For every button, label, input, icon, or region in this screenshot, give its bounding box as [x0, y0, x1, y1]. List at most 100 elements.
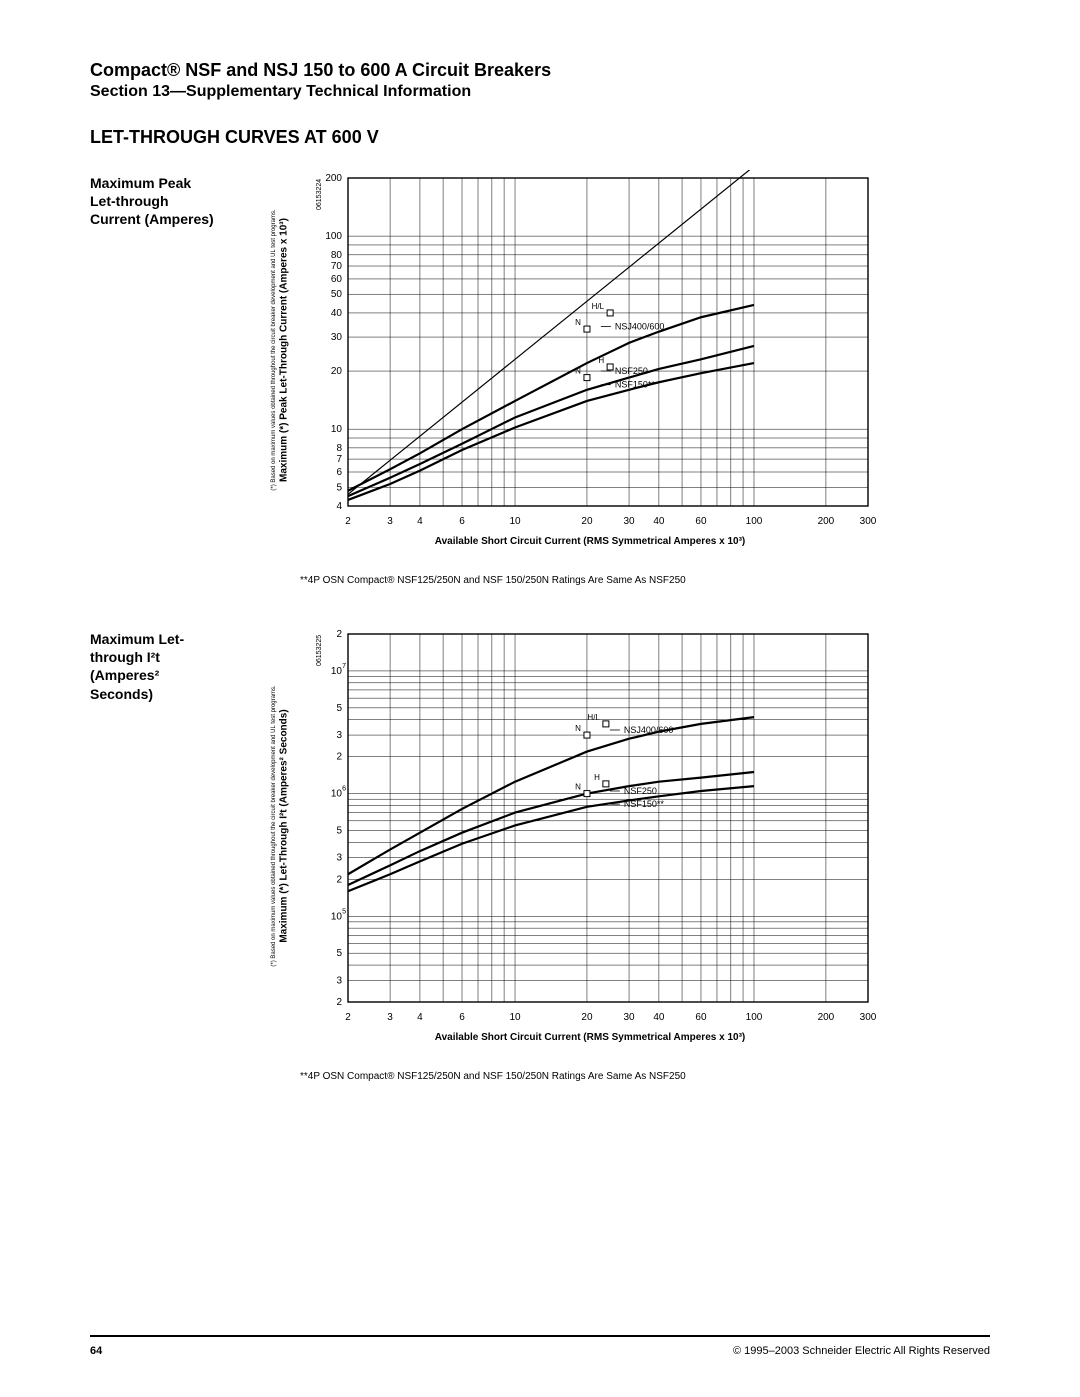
svg-text:NSF250: NSF250	[615, 366, 648, 376]
chart1-svg-wrap: 06153224 Maximum (*) Peak Let-Through Cu…	[300, 170, 880, 530]
svg-text:N: N	[575, 783, 581, 792]
svg-text:60: 60	[695, 1012, 707, 1023]
svg-text:2: 2	[336, 874, 342, 885]
svg-text:50: 50	[331, 289, 343, 300]
svg-text:10: 10	[331, 666, 343, 677]
svg-text:H: H	[594, 773, 600, 782]
svg-text:6: 6	[459, 1012, 465, 1023]
chart1-block: Maximum Peak Let-through Current (Ampere…	[90, 170, 990, 586]
chart1-y-label: Maximum (*) Peak Let-Through Current (Am…	[279, 218, 290, 482]
svg-text:N: N	[575, 318, 581, 327]
svg-text:N: N	[575, 367, 581, 376]
svg-text:40: 40	[653, 516, 665, 527]
svg-text:5: 5	[336, 948, 342, 959]
copyright: © 1995–2003 Schneider Electric All Right…	[733, 1345, 990, 1357]
svg-text:30: 30	[331, 332, 343, 343]
chart1-side-line: Current (Amperes)	[90, 210, 260, 228]
chart1-doc-id: 06153224	[316, 179, 323, 210]
svg-text:300: 300	[860, 1012, 877, 1023]
page-footer: 64 © 1995–2003 Schneider Electric All Ri…	[90, 1335, 990, 1357]
svg-text:80: 80	[331, 250, 343, 261]
svg-text:6: 6	[342, 786, 346, 793]
chart2-side-line: (Amperes²	[90, 666, 260, 684]
svg-text:4: 4	[336, 501, 342, 512]
svg-text:30: 30	[623, 1012, 635, 1023]
svg-text:40: 40	[653, 1012, 665, 1023]
chart1-x-label: Available Short Circuit Current (RMS Sym…	[300, 536, 880, 547]
chart2-block: Maximum Let- through I²t (Amperes² Secon…	[90, 626, 990, 1082]
chart1-area: 06153224 Maximum (*) Peak Let-Through Cu…	[260, 170, 990, 586]
chart1-y-small: (*) Based on maximum values obtained thr…	[271, 209, 277, 490]
svg-text:200: 200	[818, 1012, 835, 1023]
svg-text:20: 20	[581, 516, 593, 527]
chart2-y-small: (*) Based on maximum values obtained thr…	[271, 685, 277, 966]
svg-text:3: 3	[387, 516, 393, 527]
svg-text:5: 5	[336, 482, 342, 493]
svg-text:70: 70	[331, 261, 343, 272]
svg-text:H/L: H/L	[587, 713, 600, 722]
svg-text:8: 8	[336, 443, 342, 454]
section-title: LET-THROUGH CURVES AT 600 V	[90, 127, 990, 148]
svg-text:10: 10	[331, 424, 343, 435]
chart2-y-label: Maximum (*) Let-Through I²t (Amperes² Se…	[279, 709, 290, 942]
page-number: 64	[90, 1345, 102, 1357]
svg-text:H/L: H/L	[592, 302, 605, 311]
svg-text:4: 4	[417, 1012, 423, 1023]
svg-text:300: 300	[860, 516, 877, 527]
svg-text:5: 5	[336, 826, 342, 837]
svg-text:20: 20	[581, 1012, 593, 1023]
svg-text:5: 5	[342, 908, 346, 915]
svg-text:NSF150**: NSF150**	[615, 380, 656, 390]
svg-text:10: 10	[331, 789, 343, 800]
svg-text:NSF250: NSF250	[624, 786, 657, 796]
chart2-side-label: Maximum Let- through I²t (Amperes² Secon…	[90, 626, 260, 1082]
doc-title: Compact® NSF and NSJ 150 to 600 A Circui…	[90, 60, 990, 81]
svg-text:5: 5	[336, 703, 342, 714]
chart2-footnote: **4P OSN Compact® NSF125/250N and NSF 15…	[300, 1071, 990, 1082]
svg-text:2: 2	[345, 1012, 351, 1023]
svg-text:20: 20	[331, 366, 343, 377]
chart1-side-line: Let-through	[90, 192, 260, 210]
svg-text:200: 200	[325, 173, 342, 184]
svg-text:10: 10	[331, 911, 343, 922]
svg-text:30: 30	[623, 516, 635, 527]
svg-text:NSJ400/600: NSJ400/600	[615, 322, 665, 332]
chart2-doc-id: 06153225	[316, 635, 323, 666]
chart2-svg: 2346102030406010020030010510610723523523…	[300, 626, 880, 1026]
chart2-side-line: Maximum Let-	[90, 630, 260, 648]
svg-text:NSF150**: NSF150**	[624, 799, 665, 809]
svg-text:4: 4	[417, 516, 423, 527]
chart2-x-label: Available Short Circuit Current (RMS Sym…	[300, 1032, 880, 1043]
chart2-side-line: Seconds)	[90, 685, 260, 703]
svg-text:10: 10	[509, 516, 521, 527]
chart1-footnote: **4P OSN Compact® NSF125/250N and NSF 15…	[300, 575, 990, 586]
svg-text:100: 100	[746, 516, 763, 527]
svg-text:60: 60	[331, 274, 343, 285]
chart2-side-line: through I²t	[90, 648, 260, 666]
svg-text:2: 2	[336, 752, 342, 763]
svg-text:100: 100	[746, 1012, 763, 1023]
svg-text:3: 3	[336, 853, 342, 864]
svg-text:6: 6	[336, 467, 342, 478]
svg-text:7: 7	[342, 663, 346, 670]
svg-text:3: 3	[336, 975, 342, 986]
svg-text:N: N	[575, 724, 581, 733]
svg-text:6: 6	[459, 516, 465, 527]
chart1-svg: 2346102030406010020030045678102030405060…	[300, 170, 880, 530]
svg-text:H: H	[598, 356, 604, 365]
svg-text:60: 60	[695, 516, 707, 527]
svg-text:10: 10	[509, 1012, 521, 1023]
chart2-area: 06153225 Maximum (*) Let-Through I²t (Am…	[260, 626, 990, 1082]
chart2-svg-wrap: 06153225 Maximum (*) Let-Through I²t (Am…	[300, 626, 880, 1026]
chart1-side-label: Maximum Peak Let-through Current (Ampere…	[90, 170, 260, 586]
svg-text:2: 2	[336, 629, 342, 640]
doc-subtitle: Section 13—Supplementary Technical Infor…	[90, 83, 990, 101]
svg-text:2: 2	[345, 516, 351, 527]
svg-text:2: 2	[336, 997, 342, 1008]
svg-text:3: 3	[336, 730, 342, 741]
svg-text:100: 100	[325, 231, 342, 242]
svg-text:200: 200	[818, 516, 835, 527]
svg-text:3: 3	[387, 1012, 393, 1023]
chart1-side-line: Maximum Peak	[90, 174, 260, 192]
svg-text:7: 7	[336, 454, 342, 465]
